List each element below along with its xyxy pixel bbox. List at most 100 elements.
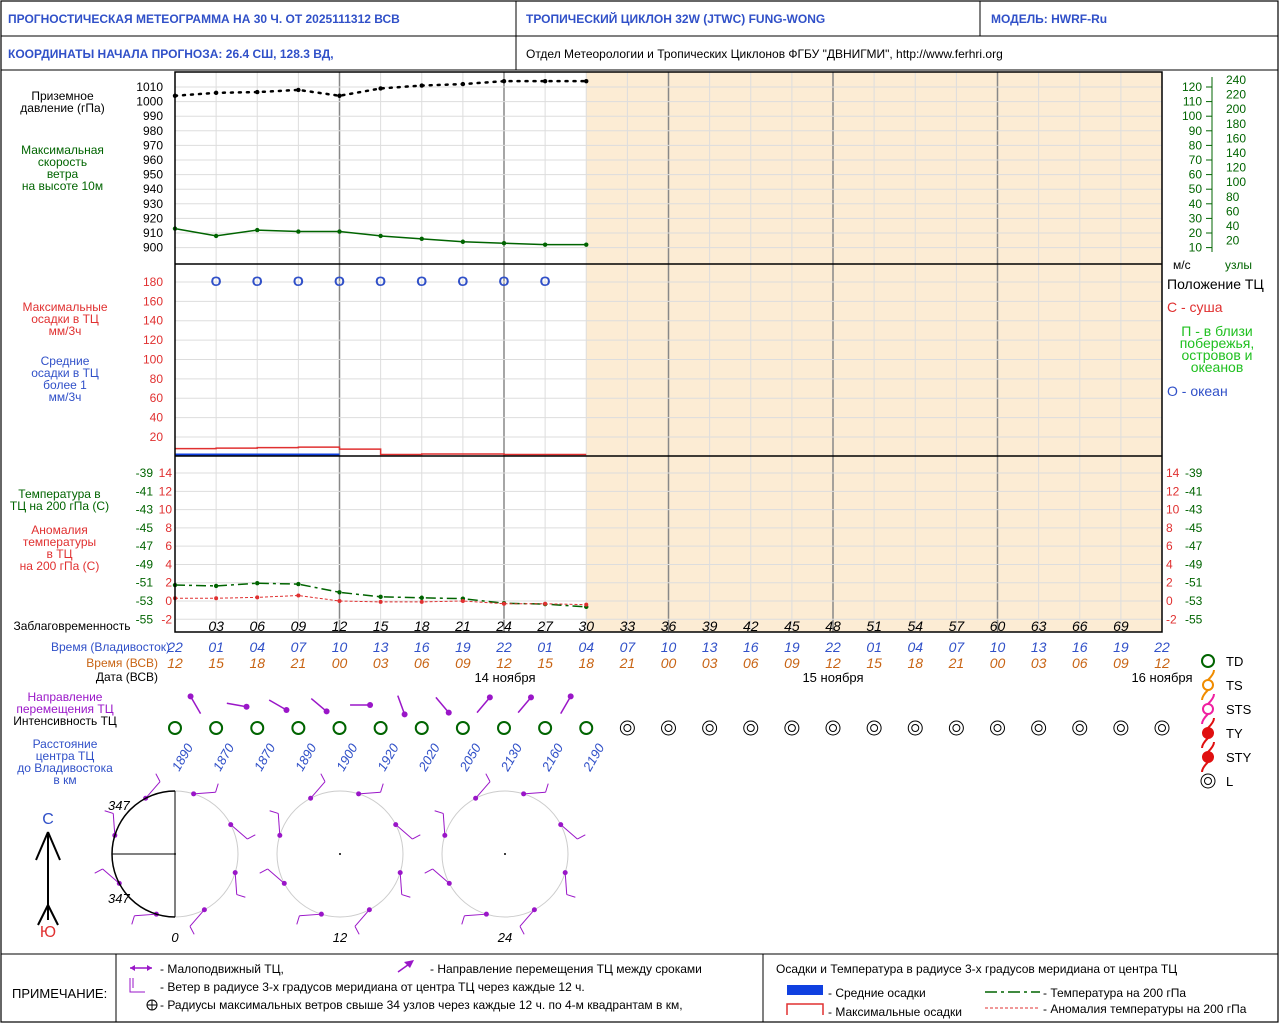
lead-label: Заблаговременность [13,619,131,633]
anom-tick-label-right: 2 [1166,576,1173,590]
intensity-l-inner [623,724,632,732]
distance-label: 2130 [497,740,525,774]
time-vl-tick: 10 [661,639,677,655]
wind-barb [102,868,120,884]
wind-kt-tick-label: 240 [1226,73,1246,87]
time-vl-tick: 10 [332,639,348,655]
temp-tick-label: -43 [136,503,154,517]
intensity-l [784,720,800,736]
temp-tick-label-right: -53 [1185,594,1203,608]
anom-tick-label: 2 [165,576,172,590]
time-utc-tick: 09 [455,655,471,671]
time-vl-tick: 10 [990,639,1006,655]
wind-barb [464,913,487,917]
note-wind: - Ветер в радиусе 3-х градусов меридиана… [160,980,585,994]
pressure-point [419,83,424,88]
wind-kt-tick-label: 200 [1226,102,1246,116]
anom-point [378,599,383,604]
anom-tick-label-right: 10 [1166,503,1180,517]
anom-point [543,601,548,606]
ocean-legend: О - океан [1167,383,1228,399]
intensity-l-inner [911,724,920,732]
wind-ms-tick-label: 20 [1189,226,1203,240]
wind-barb-flag [189,926,195,935]
anom-point [255,595,260,600]
distance-label: 1920 [374,740,402,773]
pressure-point [542,78,548,84]
intensity-l [619,720,635,736]
lead-tick-label: 03 [208,618,224,634]
direction-arrow [310,697,328,713]
lead-tick-label: 27 [536,618,554,634]
anom-tick-label-right: 6 [1166,539,1173,553]
time-vl-label: Время (Владивосток) [50,640,170,654]
lead-tick-label: 33 [620,618,636,634]
pressure-point [460,81,466,87]
time-utc-tick: 03 [702,655,718,671]
anom-tick-label: 0 [165,594,172,608]
wind-barb-flag [320,773,326,782]
intensity-td [332,721,347,735]
time-vl-tick: 22 [1153,639,1170,655]
time-utc-tick: 06 [414,655,430,671]
wind-barb [299,913,322,917]
wind-barb-flag [236,894,246,898]
time-utc-tick: 18 [578,655,594,671]
anom-tick-label-right: 0 [1166,594,1173,608]
pressure-point [584,78,589,84]
lead-tick-label: 12 [332,618,348,634]
legend-tail [1207,693,1215,705]
lead-tick-label: 60 [990,618,1006,634]
intensity-l-inner [1034,724,1043,732]
note-symbols [129,960,1040,1015]
direction-arrowhead [187,693,194,700]
direction-arrowhead [527,694,534,701]
direction-arrowhead [243,703,250,710]
wind-barb-flag [566,894,576,898]
time-utc-tick: 00 [661,655,677,671]
position-marker: O [252,273,263,289]
time-vl-tick: 16 [1072,639,1088,655]
wind-barb-flag [412,834,421,840]
wind-kt-tick-label: 120 [1226,161,1246,175]
anom-tick-label-right: 14 [1166,466,1180,480]
radius-value: 347 [108,891,130,906]
lead-tick-label: 15 [373,618,389,634]
wind-point [255,227,260,233]
intensity-td [455,721,470,735]
wind-barb [145,781,161,799]
wind-barb-flag [577,834,586,840]
direction-arrow [435,696,450,714]
wind-barb-flag [94,868,103,874]
wind-barb-flag [215,783,219,793]
time-utc-tick: 15 [866,655,882,671]
time-utc-tick: 03 [373,655,389,671]
wind-ms-tick-label: 30 [1189,211,1203,225]
anom-tick-label: 8 [165,521,172,535]
time-utc-tick: 21 [619,655,636,671]
direction-arrow [226,702,247,708]
anom-tick-label: 14 [159,466,173,480]
time-vl-tick: 07 [620,639,637,655]
wind-point [378,233,383,239]
time-utc-tick: 21 [290,655,307,671]
date-label: 16 ноября [1131,670,1192,685]
temp-tick-label: -47 [136,539,154,553]
pressure-point [378,86,383,91]
intensity-l [1031,720,1047,736]
anom-tick-label-right: 4 [1166,557,1173,571]
direction-label: Направление перемещения ТЦ [16,690,114,716]
legend-symbol [1202,703,1214,715]
time-vl-tick: 22 [824,639,841,655]
intensity-l-inner [952,724,961,732]
knots-unit-label: узлы [1225,258,1252,272]
position-title: Положение ТЦ [1167,276,1264,292]
temp-tick-label: -49 [136,557,154,571]
time-vl-tick: 13 [1031,639,1047,655]
time-vl-tick: 04 [249,639,265,655]
legend-tail [1207,717,1215,729]
wind-barb [277,813,281,836]
date-label: Дата (ВСВ) [95,670,158,684]
temp-tick-label: -41 [136,484,154,498]
